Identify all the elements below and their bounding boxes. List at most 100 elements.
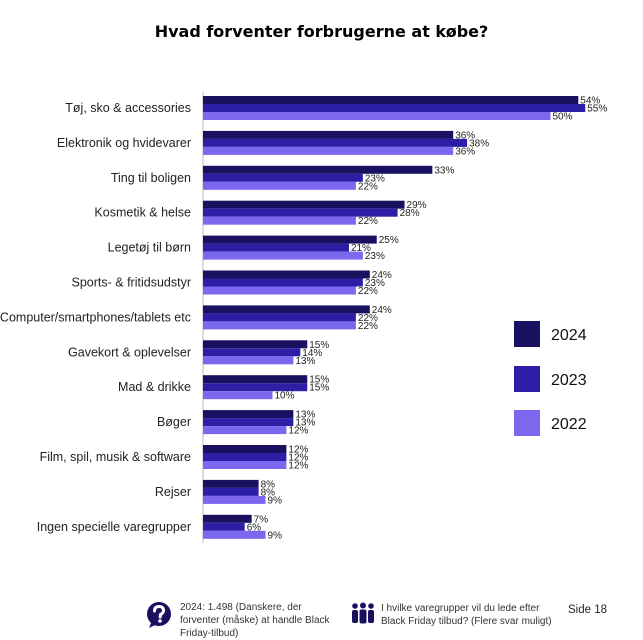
category-label: Ting til boligen	[111, 171, 191, 185]
bar-2024	[203, 479, 259, 488]
data-label: 24%	[372, 270, 392, 281]
data-label: 23%	[365, 173, 385, 184]
bar-2023	[203, 138, 468, 147]
category-label: Ingen specielle varegrupper	[37, 520, 191, 534]
data-label: 12%	[288, 426, 308, 437]
data-label: 12%	[288, 445, 308, 456]
bar-2022	[203, 146, 454, 155]
data-label: 22%	[358, 216, 378, 227]
bar-2024	[203, 410, 294, 419]
data-label: 36%	[455, 130, 475, 141]
data-label: 28%	[400, 208, 420, 219]
category-label: Kosmetik & helse	[94, 206, 191, 220]
bar-2024	[203, 270, 370, 279]
bar-2022	[203, 495, 266, 504]
category-label: Elektronik og hvidevarer	[57, 136, 191, 150]
category-label: Computer/smartphones/tablets etc	[0, 310, 191, 324]
category-label: Sports- & fritidsudstyr	[72, 276, 191, 290]
bar-2024	[203, 200, 405, 209]
bar-2024	[203, 165, 433, 174]
bar-2022	[203, 216, 356, 225]
data-label: 23%	[365, 251, 385, 262]
bar-2023	[203, 487, 259, 496]
data-label: 6%	[247, 522, 262, 533]
bar-2022	[203, 181, 356, 190]
bar-2023	[203, 453, 287, 461]
data-label: 25%	[379, 235, 399, 246]
legend-swatch-2024	[514, 321, 540, 347]
question-circle-icon	[147, 602, 171, 628]
data-label: 15%	[309, 375, 329, 386]
legend-swatch-2023	[514, 366, 540, 392]
data-label: 33%	[434, 165, 454, 176]
data-label: 55%	[587, 104, 607, 115]
data-label: 24%	[372, 305, 392, 316]
bar-2024	[203, 305, 370, 314]
bar-2024	[203, 130, 454, 139]
data-label: 13%	[295, 410, 315, 421]
bar-2023	[203, 348, 301, 357]
data-label: 23%	[365, 278, 385, 289]
data-label: 29%	[407, 200, 427, 211]
category-label: Mad & drikke	[118, 380, 191, 394]
bar-2023	[203, 278, 363, 287]
data-label: 22%	[358, 321, 378, 332]
legend-label: 2023	[551, 372, 587, 389]
bar-2023	[203, 313, 356, 322]
bar-2023	[203, 243, 349, 252]
survey-question: I hvilke varegrupper vil du lede efter B…	[381, 603, 552, 627]
bar-2023	[203, 173, 363, 182]
respondents-note: 2024: 1.498 (Danskere, der forventer (må…	[180, 602, 330, 639]
category-label: Legetøj til børn	[108, 241, 191, 255]
category-label: Tøj, sko & accessories	[65, 101, 191, 115]
data-label: 8%	[261, 479, 276, 490]
bar-2024	[203, 375, 308, 384]
data-label: 9%	[268, 530, 283, 541]
bar-2023	[203, 208, 398, 217]
data-label: 36%	[455, 146, 475, 157]
data-label: 7%	[254, 514, 269, 525]
data-label: 22%	[358, 286, 378, 297]
page-number: Side 18	[568, 604, 608, 616]
data-label: 22%	[358, 313, 378, 324]
data-label: 10%	[275, 391, 295, 402]
category-label: Gavekort & oplevelser	[68, 345, 191, 359]
data-label: 54%	[580, 96, 600, 107]
bar-2022	[203, 251, 363, 260]
bar-2022	[203, 321, 356, 330]
data-label: 12%	[288, 461, 308, 472]
bar-chart: Tøj, sko & accessories 54%55% 50% Elektroni…	[0, 92, 607, 543]
bar-2022	[203, 286, 356, 295]
legend-swatch-2022	[514, 410, 540, 436]
bar-2024	[203, 235, 377, 244]
bar-2024	[203, 445, 287, 453]
data-label: 13%	[295, 418, 315, 429]
data-label: 22%	[358, 181, 378, 192]
category-label: Film, spil, musik & software	[40, 450, 191, 464]
data-label: 15%	[309, 340, 329, 351]
bar-2022	[203, 426, 287, 435]
chart-title: Hvad forventer forbrugerne at købe?	[154, 22, 489, 41]
bar-2022	[203, 112, 551, 120]
bar-2022	[203, 530, 266, 539]
data-label: 9%	[268, 495, 283, 506]
data-label: 21%	[351, 243, 371, 254]
bar-2023	[203, 418, 294, 427]
bar-2023	[203, 104, 586, 112]
category-label: Rejser	[155, 485, 191, 499]
data-label: 14%	[302, 348, 322, 359]
bar-2024	[203, 96, 579, 104]
bar-2024	[203, 340, 308, 349]
legend-label: 2024	[551, 327, 587, 344]
data-label: 13%	[295, 356, 315, 367]
data-label: 15%	[309, 383, 329, 394]
people-group-icon	[352, 602, 374, 624]
data-label: 38%	[469, 138, 489, 149]
bar-2024	[203, 514, 252, 523]
bar-2022	[203, 356, 294, 365]
bar-2023	[203, 522, 245, 531]
data-label: 8%	[261, 487, 276, 498]
legend-label: 2022	[551, 416, 587, 433]
bar-2022	[203, 461, 287, 469]
category-label: Bøger	[157, 415, 191, 429]
